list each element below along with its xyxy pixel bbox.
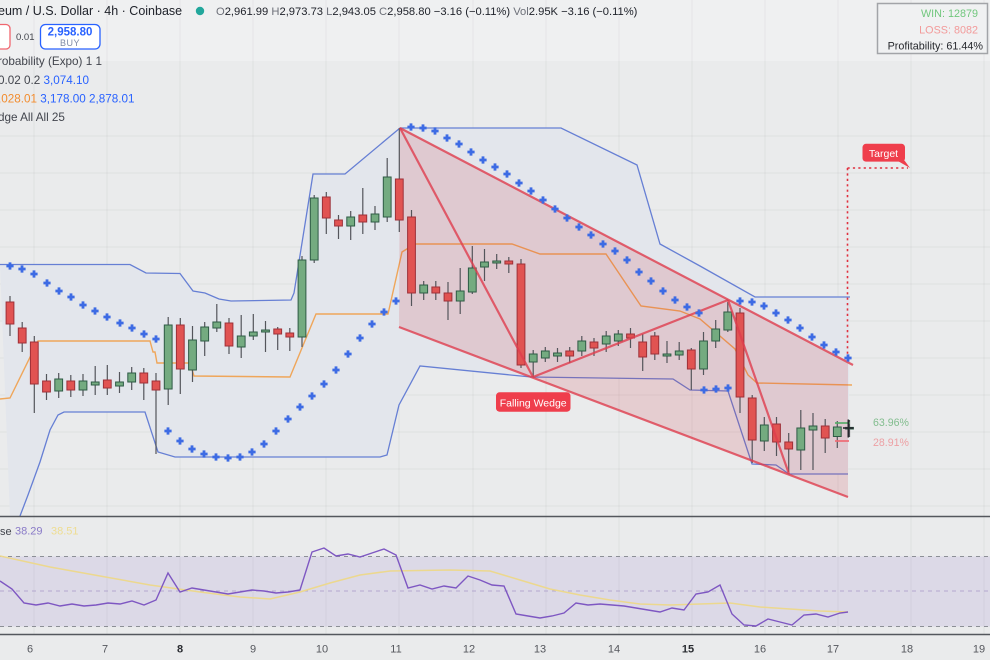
svg-text:13: 13	[534, 644, 546, 656]
svg-text:se: se	[0, 526, 12, 538]
svg-text:19: 19	[973, 644, 985, 656]
svg-text:11: 11	[390, 644, 401, 656]
svg-text:Target: Target	[869, 148, 898, 160]
svg-text:38.51: 38.51	[51, 526, 79, 538]
svg-text:Falling Wedge: Falling Wedge	[500, 397, 567, 409]
svg-text:15: 15	[682, 644, 694, 656]
svg-text:18: 18	[901, 644, 913, 656]
svg-text:9: 9	[250, 644, 256, 656]
svg-text:10: 10	[316, 644, 328, 656]
svg-text:WIN: 12879: WIN: 12879	[921, 8, 978, 20]
svg-text:O2,961.99 H2,973.73 L2,943.05: O2,961.99 H2,973.73 L2,943.05 C2,958.80 …	[216, 6, 638, 18]
svg-text:eum / U.S. Dollar · 4h · Coinb: eum / U.S. Dollar · 4h · Coinbase	[0, 4, 182, 18]
svg-text:8: 8	[177, 644, 183, 656]
svg-text:16: 16	[754, 644, 766, 656]
svg-text:0.02 0.2 3,074.10: 0.02 0.2 3,074.10	[0, 74, 89, 87]
svg-text:12: 12	[463, 644, 475, 656]
svg-text:robability (Expo) 1 1: robability (Expo) 1 1	[0, 55, 102, 68]
svg-text:17: 17	[827, 644, 839, 656]
svg-text:0.01: 0.01	[16, 32, 35, 43]
svg-text:7: 7	[102, 644, 108, 656]
svg-text:2,958.80: 2,958.80	[48, 27, 93, 39]
svg-text:63.96%: 63.96%	[873, 417, 910, 429]
svg-text:,028.01 3,178.00 2,878.01: ,028.01 3,178.00 2,878.01	[0, 93, 135, 106]
svg-text:LOSS: 8082: LOSS: 8082	[919, 25, 978, 37]
svg-text:6: 6	[27, 644, 33, 656]
svg-text:Profitability: 61.44%: Profitability: 61.44%	[888, 41, 984, 53]
svg-text:14: 14	[608, 644, 620, 656]
svg-text:28.91%: 28.91%	[873, 437, 910, 449]
svg-text:dge All All 25: dge All All 25	[0, 111, 65, 124]
svg-text:38.29: 38.29	[15, 526, 43, 538]
svg-text:BUY: BUY	[60, 38, 80, 48]
